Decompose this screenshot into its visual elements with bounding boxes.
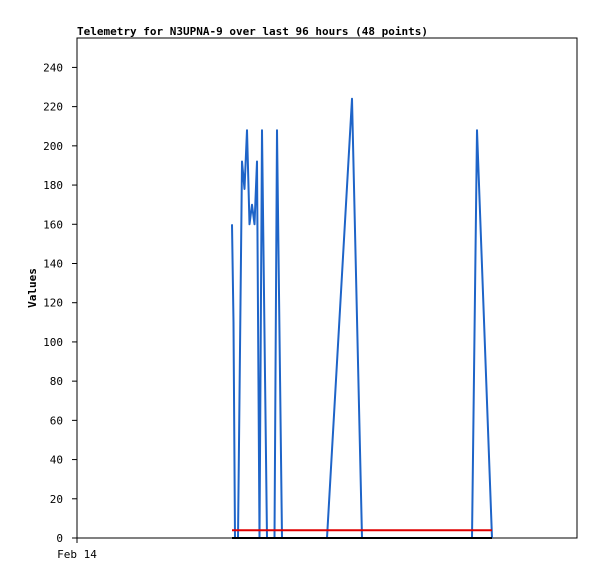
y-axis: 0 20 40 60 80 100 120 140 160 180 200 220 240 <box>43 61 77 545</box>
y-tick-label: 20 <box>50 493 63 506</box>
y-tick-label: 140 <box>43 257 63 270</box>
plot-frame <box>76 37 578 539</box>
x-tick-label: Feb 14 <box>57 548 97 561</box>
y-tick-label: 220 <box>43 101 63 114</box>
y-axis-label: Values <box>26 268 39 308</box>
y-tick-label: 120 <box>43 297 63 310</box>
y-tick-label: 180 <box>43 179 63 192</box>
y-tick-label: 160 <box>43 218 63 231</box>
y-tick-label: 240 <box>43 61 63 74</box>
y-tick-label: 40 <box>50 454 63 467</box>
y-tick-label: 200 <box>43 140 63 153</box>
y-tick-label: 60 <box>50 414 63 427</box>
y-tick-label: 80 <box>50 375 63 388</box>
chart-title: Telemetry for N3UPNA-9 over last 96 hour… <box>77 25 428 38</box>
x-axis: Feb 14 <box>57 538 97 561</box>
series-line-1 <box>231 97 493 539</box>
y-tick-label: 0 <box>56 532 63 545</box>
y-tick-label: 100 <box>43 336 63 349</box>
series-layer <box>231 97 493 539</box>
